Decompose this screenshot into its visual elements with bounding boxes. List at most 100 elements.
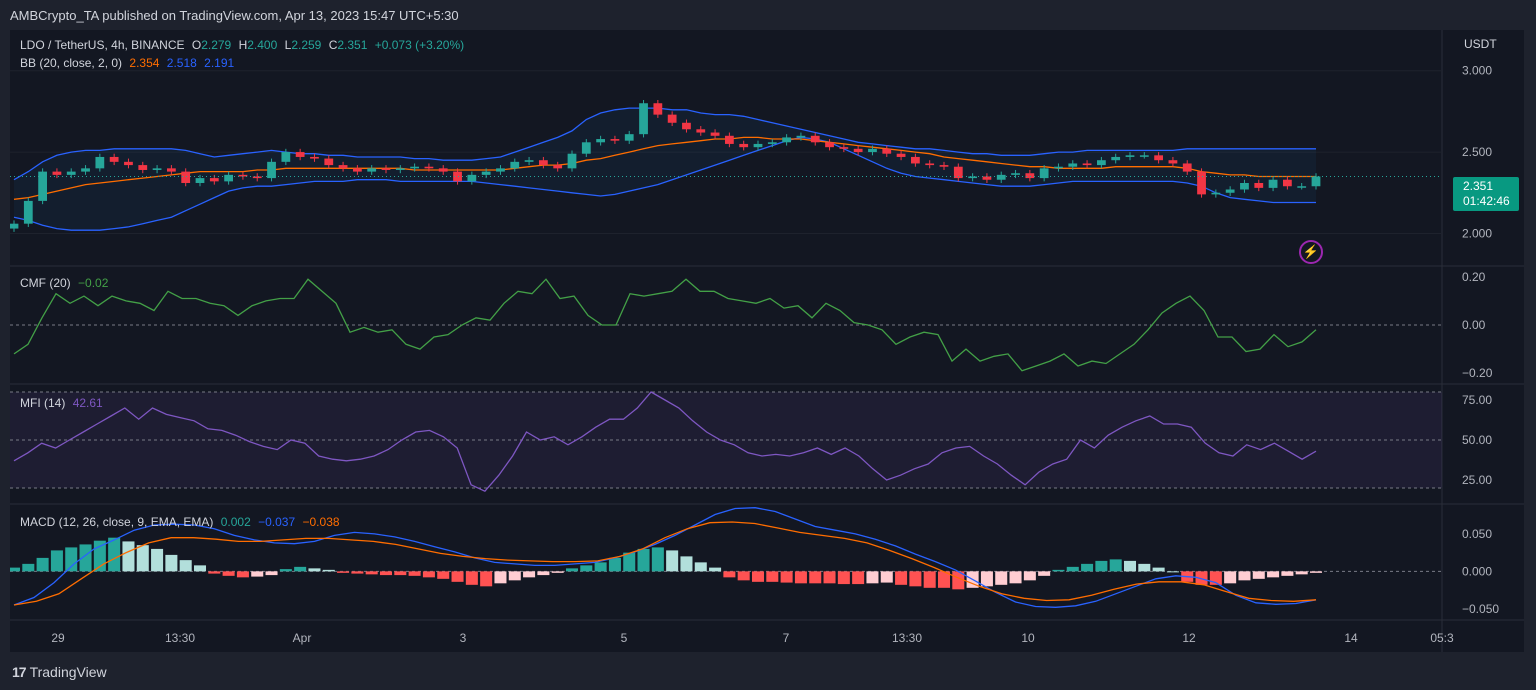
- candle-body: [1125, 155, 1135, 157]
- macd-histogram-bar: [151, 548, 164, 572]
- lightning-icon[interactable]: ⚡: [1299, 240, 1323, 264]
- low-label: L: [284, 38, 292, 52]
- mfi-label[interactable]: MFI (14): [20, 396, 66, 410]
- macd-histogram-bar: [1023, 571, 1036, 581]
- candle-body: [538, 160, 548, 166]
- candle-body: [1025, 173, 1035, 179]
- candle-body: [238, 174, 248, 177]
- macd-histogram-bar: [623, 552, 636, 572]
- candle-body: [696, 129, 706, 133]
- chart-svg[interactable]: 3.0002.5002.0000.200.00−0.2075.0050.0025…: [7, 30, 1524, 652]
- macd-histogram-bar: [379, 571, 393, 576]
- close-value: 2.351: [337, 38, 368, 52]
- macd-histogram-bar: [852, 571, 865, 585]
- low-value: 2.259: [291, 38, 322, 52]
- bb-legend: BB (20, close, 2, 0) 2.354 2.518 2.191: [20, 56, 238, 70]
- candle-body: [324, 158, 334, 166]
- symbol-label[interactable]: LDO / TetherUS, 4h, BINANCE: [20, 38, 185, 52]
- candle-body: [1011, 173, 1020, 175]
- brand-name: TradingView: [29, 664, 107, 680]
- high-value: 2.400: [247, 38, 278, 52]
- mfi-legend: MFI (14) 42.61: [20, 396, 107, 410]
- cmf-tick-label: 0.20: [1462, 270, 1486, 284]
- cmf-label[interactable]: CMF (20): [20, 276, 71, 290]
- macd-histogram-bar: [565, 568, 579, 572]
- candle-body: [810, 135, 820, 143]
- candle-body: [209, 178, 219, 182]
- macd-histogram-bar: [794, 571, 807, 584]
- time-tick-label: 5: [621, 631, 628, 645]
- mfi-tick-label: 25.00: [1462, 473, 1492, 487]
- candle-body: [310, 156, 319, 159]
- bb-band-fill: [14, 108, 1316, 231]
- macd-histogram-bar: [50, 550, 63, 572]
- bb-basis-line: [13, 136, 1316, 200]
- candle-body: [868, 148, 877, 153]
- candle-body: [667, 114, 677, 123]
- time-tick-label: 13:30: [892, 631, 922, 645]
- macd-histogram-bar: [465, 571, 478, 585]
- candle-body: [1297, 186, 1307, 188]
- candle-body: [1039, 168, 1049, 179]
- candle-body: [352, 168, 362, 172]
- macd-histogram-bar: [709, 567, 722, 572]
- candle-body: [1268, 179, 1278, 188]
- candle-body: [939, 165, 949, 167]
- candle-body: [682, 122, 691, 130]
- macd-histogram-bar: [208, 571, 221, 574]
- candle-body: [953, 166, 963, 179]
- macd-histogram-bar: [1152, 567, 1165, 572]
- candle-body: [639, 103, 648, 135]
- price-tick-label: 3.000: [1462, 64, 1492, 78]
- cmf-value: −0.02: [78, 276, 109, 290]
- candle-body: [267, 161, 276, 179]
- macd-histogram-bar: [480, 571, 493, 587]
- candle-body: [710, 132, 720, 136]
- candle-body: [496, 168, 505, 172]
- candle-body: [896, 153, 906, 157]
- candle-body: [596, 139, 606, 143]
- macd-histogram-bar: [580, 565, 593, 572]
- macd-histogram-bar: [1138, 563, 1151, 572]
- macd-histogram-bar: [737, 571, 750, 581]
- candle-body: [1054, 166, 1063, 169]
- candle-body: [1311, 176, 1321, 187]
- macd-histogram-bar: [494, 571, 507, 584]
- tradingview-brand[interactable]: 17 TradingView: [12, 664, 107, 680]
- mfi-tick-label: 50.00: [1462, 433, 1492, 447]
- candle-body: [424, 166, 434, 169]
- change-value: +0.073 (+3.20%): [374, 38, 465, 52]
- bb-label[interactable]: BB (20, close, 2, 0): [20, 56, 123, 70]
- candle-body: [66, 171, 76, 175]
- macd-histogram-bar: [723, 571, 736, 578]
- macd-histogram-bar: [680, 556, 693, 572]
- macd-legend: MACD (12, 26, close, 9, EMA, EMA) 0.002 …: [20, 515, 344, 529]
- macd-histogram-bar: [1309, 571, 1323, 573]
- macd-histogram-bar: [594, 562, 607, 572]
- candle-body: [166, 168, 176, 172]
- macd-label[interactable]: MACD (12, 26, close, 9, EMA, EMA): [20, 515, 214, 529]
- macd-histogram-bar: [1123, 560, 1137, 572]
- candle-body: [124, 161, 133, 166]
- candle-body: [367, 168, 377, 172]
- mfi-value: 42.61: [72, 396, 103, 410]
- macd-histogram-bar: [895, 571, 908, 585]
- time-tick-label: 3: [460, 631, 467, 645]
- candle-body: [1096, 160, 1106, 166]
- candle-body: [410, 166, 420, 169]
- macd-histogram-bar: [1166, 571, 1179, 573]
- chart-area[interactable]: 3.000 2.500 2.000 0.20 0.00 −0.20 75.00 50.00 25…: [7, 30, 1524, 652]
- macd-histogram-bar: [165, 554, 178, 572]
- candle-body: [724, 135, 734, 144]
- candle-body: [109, 156, 119, 162]
- candle-body: [95, 156, 105, 169]
- macd-histogram-bar: [1295, 571, 1308, 575]
- candle-body: [767, 142, 777, 144]
- macd-histogram-bar: [666, 550, 679, 572]
- mfi-tick-label: 75.00: [1462, 393, 1492, 407]
- time-tick-label: Apr: [293, 631, 312, 645]
- candle-body: [138, 165, 148, 170]
- candle-body: [181, 171, 191, 183]
- macd-histogram-bar: [337, 571, 350, 573]
- macd-histogram-bar: [837, 571, 850, 585]
